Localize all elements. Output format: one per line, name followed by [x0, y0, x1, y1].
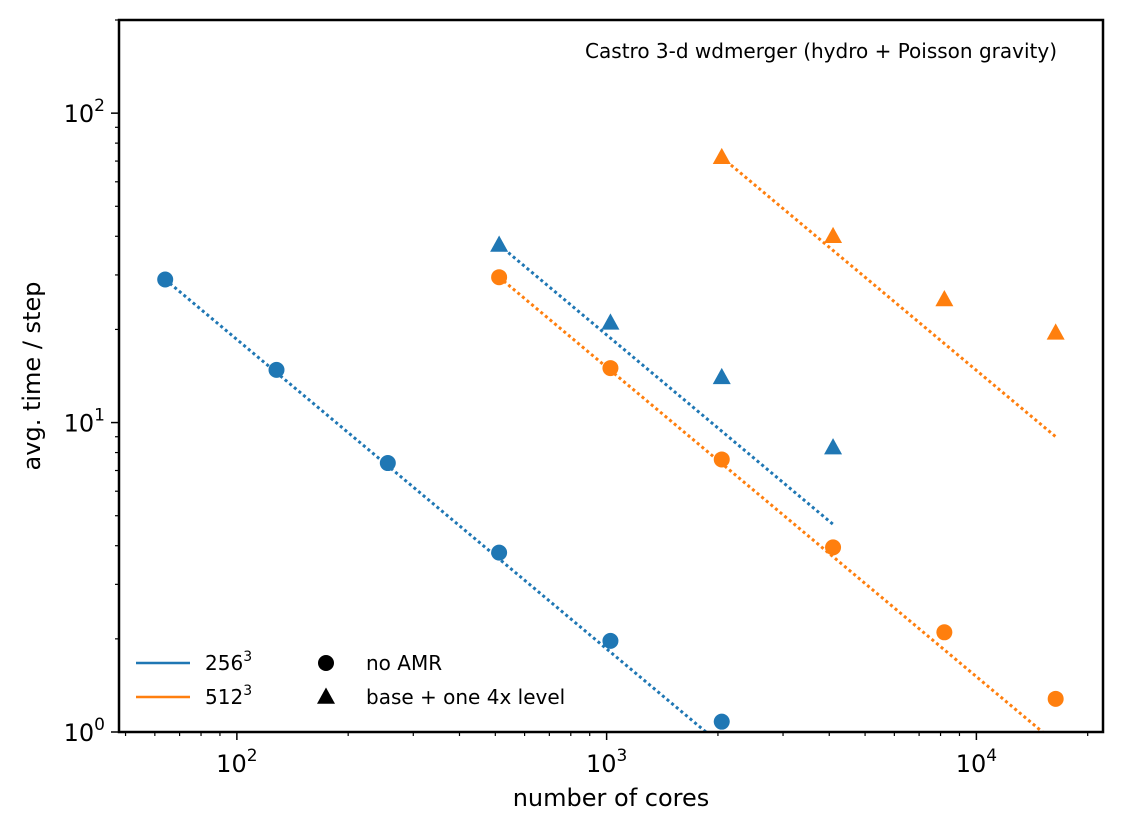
ideal-line-512-3 — [498, 276, 1045, 732]
legend-label-triangle: base + one 4x level — [366, 685, 565, 709]
legend-marker-circle — [318, 655, 334, 671]
point-256-circle-4 — [491, 544, 508, 561]
chart-annotation: Castro 3-d wdmerger (hydro + Poisson gra… — [585, 39, 1057, 63]
point-512-circle-4 — [825, 539, 842, 556]
x-tick-label: 102 — [216, 746, 257, 778]
x-tick-label: 103 — [586, 746, 627, 778]
legend: 2563 5123 no AMR base + one 4x level — [136, 649, 565, 709]
point-512-circle-5 — [936, 624, 953, 641]
point-512-triangle-4 — [1046, 323, 1065, 340]
point-512-circle-1 — [491, 269, 508, 286]
point-512-triangle-2 — [824, 226, 843, 244]
axis-ticks: 102 103 104 100 101 102 — [64, 19, 1089, 778]
x-tick-label: 104 — [956, 746, 997, 778]
point-512-triangle-3 — [935, 289, 954, 307]
ideal-line-256-1 — [164, 278, 709, 732]
plot-frame — [117, 18, 1105, 734]
data-markers — [157, 147, 1065, 730]
point-256-circle-6 — [713, 713, 730, 730]
point-512-circle-3 — [713, 451, 730, 468]
point-256-circle-3 — [379, 455, 396, 472]
y-tick-label: 102 — [64, 96, 105, 128]
y-tick-label: 100 — [64, 715, 105, 747]
point-256-triangle-4 — [824, 438, 843, 455]
x-axis-label: number of cores — [513, 784, 710, 812]
legend-label-circle: no AMR — [366, 651, 442, 675]
y-axis-label: avg. time / step — [18, 282, 46, 471]
ideal-line-256-2 — [498, 243, 835, 526]
point-256-circle-2 — [268, 361, 285, 378]
point-512-circle-2 — [602, 360, 619, 377]
y-tick-label: 101 — [64, 406, 105, 438]
point-256-triangle-3 — [712, 367, 731, 385]
legend-marker-triangle — [317, 687, 335, 704]
point-512-triangle-1 — [712, 147, 731, 165]
point-256-circle-1 — [157, 271, 174, 288]
legend-label-512: 5123 — [205, 683, 252, 709]
ideal-scaling-lines — [164, 156, 1057, 732]
point-256-triangle-2 — [601, 313, 620, 330]
point-256-circle-5 — [602, 632, 619, 649]
legend-label-256: 2563 — [205, 649, 252, 675]
ideal-line-512-4 — [720, 156, 1057, 438]
point-256-triangle-1 — [490, 235, 509, 252]
point-512-circle-6 — [1047, 690, 1064, 707]
